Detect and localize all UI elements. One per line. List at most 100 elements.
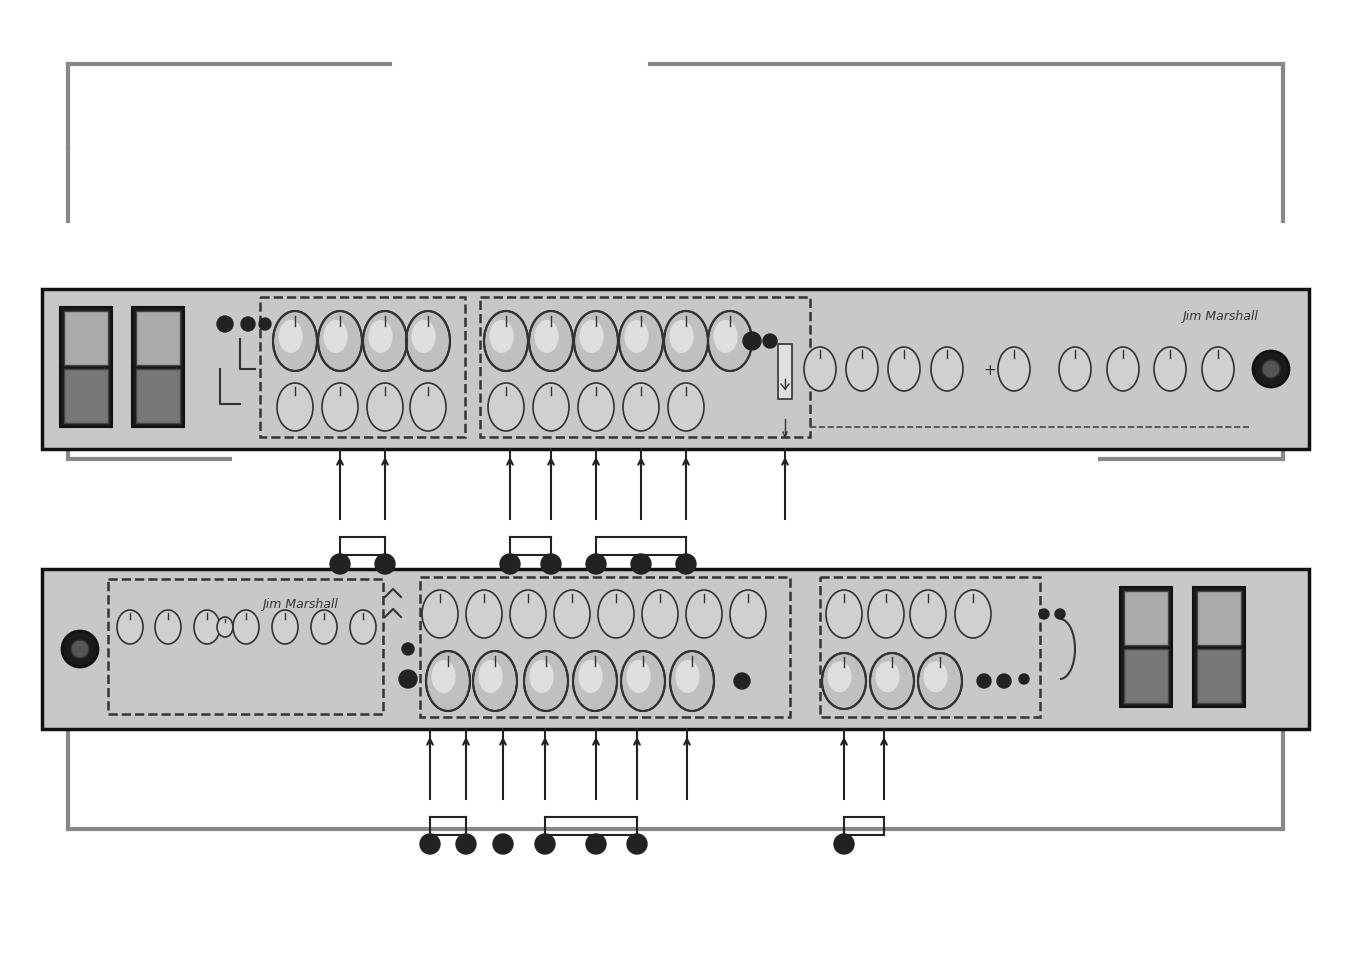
Circle shape [1039,609,1048,619]
Circle shape [734,673,750,689]
Ellipse shape [535,320,559,354]
Circle shape [62,631,99,667]
Ellipse shape [407,312,450,372]
Ellipse shape [1106,348,1139,392]
Ellipse shape [530,660,554,693]
Ellipse shape [998,348,1029,392]
Circle shape [743,333,761,351]
Ellipse shape [574,312,617,372]
Bar [1124,592,1169,645]
Circle shape [376,555,394,575]
Ellipse shape [624,320,648,354]
Ellipse shape [708,312,753,372]
Ellipse shape [911,590,946,639]
Bar [778,345,792,399]
Ellipse shape [272,610,299,644]
Ellipse shape [1059,348,1092,392]
Ellipse shape [509,590,546,639]
Bar [259,297,465,437]
Bar [136,370,180,423]
Circle shape [403,643,413,656]
Ellipse shape [578,384,613,432]
Bar [820,578,1040,718]
Ellipse shape [1154,348,1186,392]
Ellipse shape [412,320,436,354]
Circle shape [500,555,520,575]
Circle shape [457,834,476,854]
Ellipse shape [118,610,143,644]
Circle shape [493,834,513,854]
Bar [1197,592,1242,645]
Ellipse shape [955,590,992,639]
Ellipse shape [369,320,393,354]
Ellipse shape [273,312,317,372]
Ellipse shape [663,312,708,372]
Bar [420,578,790,718]
Ellipse shape [278,320,303,354]
Circle shape [676,555,696,575]
Ellipse shape [488,384,524,432]
Ellipse shape [489,320,513,354]
Bar [1124,649,1169,703]
Ellipse shape [917,654,962,709]
Ellipse shape [1202,348,1233,392]
Ellipse shape [670,320,693,354]
Circle shape [1252,352,1289,388]
Circle shape [259,318,272,331]
Circle shape [631,555,651,575]
Ellipse shape [825,590,862,639]
Ellipse shape [924,661,947,693]
Bar [1120,587,1173,707]
Bar [136,312,180,366]
Ellipse shape [478,660,503,693]
Circle shape [420,834,440,854]
Ellipse shape [578,660,603,693]
Circle shape [834,834,854,854]
Ellipse shape [422,590,458,639]
Ellipse shape [530,312,573,372]
Ellipse shape [804,348,836,392]
Ellipse shape [730,590,766,639]
Ellipse shape [350,610,376,644]
Text: Jim Marshall: Jim Marshall [262,598,338,610]
Circle shape [399,670,417,688]
Ellipse shape [534,384,569,432]
Ellipse shape [686,590,721,639]
Circle shape [997,675,1011,688]
Bar [1197,649,1242,703]
Bar [108,579,382,714]
Ellipse shape [484,312,528,372]
Ellipse shape [322,384,358,432]
Ellipse shape [426,651,470,711]
Ellipse shape [580,320,604,354]
Circle shape [72,640,89,659]
Ellipse shape [195,610,220,644]
Ellipse shape [888,348,920,392]
Ellipse shape [232,610,259,644]
Ellipse shape [623,384,659,432]
Ellipse shape [218,618,232,638]
Circle shape [586,834,607,854]
Text: +: + [984,363,997,377]
Bar [63,312,108,366]
Circle shape [977,675,992,688]
Ellipse shape [367,384,403,432]
Ellipse shape [867,590,904,639]
Ellipse shape [828,661,851,693]
Ellipse shape [311,610,336,644]
Circle shape [627,834,647,854]
Bar [1193,587,1246,707]
Bar [42,290,1309,450]
Ellipse shape [473,651,517,711]
Circle shape [330,555,350,575]
Ellipse shape [323,320,347,354]
Ellipse shape [670,651,713,711]
Circle shape [240,317,255,332]
Ellipse shape [554,590,590,639]
Ellipse shape [667,384,704,432]
Circle shape [540,555,561,575]
Bar [63,370,108,423]
Circle shape [1055,609,1065,619]
Ellipse shape [713,320,738,354]
Ellipse shape [431,660,455,693]
